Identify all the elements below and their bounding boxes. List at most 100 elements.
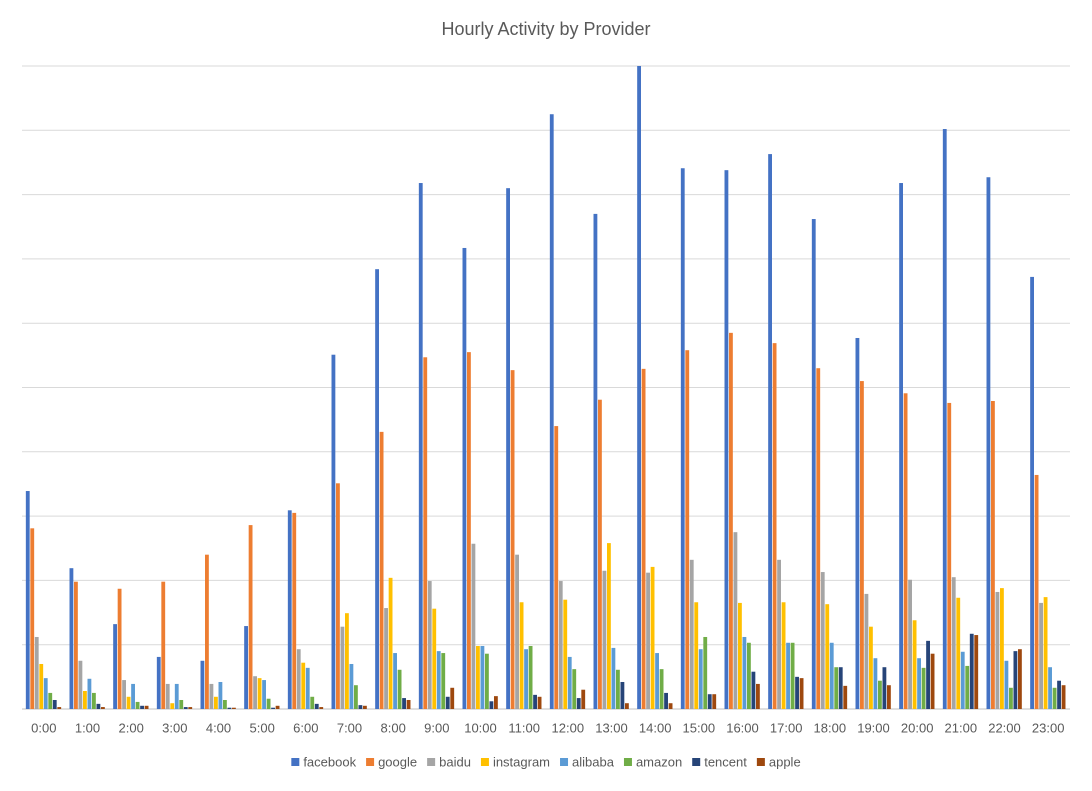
bar bbox=[467, 352, 471, 709]
bar bbox=[214, 696, 218, 709]
x-tick-label: 9:00 bbox=[424, 720, 449, 735]
bar bbox=[882, 667, 887, 709]
bar bbox=[746, 642, 751, 709]
bar bbox=[772, 343, 777, 709]
bar bbox=[519, 602, 524, 709]
bar bbox=[135, 701, 140, 709]
bar bbox=[183, 707, 188, 709]
bar bbox=[349, 663, 354, 709]
bar bbox=[480, 645, 485, 709]
bar bbox=[703, 636, 708, 709]
bar bbox=[506, 188, 510, 710]
bar bbox=[200, 660, 205, 709]
bar bbox=[965, 665, 970, 709]
bar bbox=[899, 183, 903, 709]
x-tick-label: 11:00 bbox=[508, 720, 540, 735]
bar bbox=[951, 577, 956, 709]
bar bbox=[1052, 687, 1057, 709]
bar bbox=[1000, 588, 1004, 709]
bar bbox=[641, 368, 646, 709]
bar bbox=[694, 602, 699, 709]
bar bbox=[729, 332, 733, 709]
bar bbox=[733, 532, 738, 709]
bar bbox=[724, 170, 729, 709]
bar bbox=[668, 703, 673, 709]
bar bbox=[549, 114, 554, 710]
bar bbox=[87, 678, 92, 709]
legend-label: tencent bbox=[704, 754, 747, 769]
legend-label: google bbox=[378, 754, 417, 769]
bar bbox=[384, 608, 388, 709]
bar bbox=[436, 651, 441, 709]
bar bbox=[362, 705, 367, 709]
bar bbox=[310, 696, 315, 709]
legend-label: facebook bbox=[303, 754, 356, 769]
bar bbox=[790, 642, 795, 709]
bar bbox=[811, 219, 816, 709]
bar bbox=[926, 640, 930, 709]
bar bbox=[1030, 276, 1034, 709]
bar bbox=[921, 667, 926, 709]
bar bbox=[275, 705, 280, 709]
x-tick-label: 2:00 bbox=[119, 720, 144, 735]
bar bbox=[418, 183, 423, 709]
x-tick-label: 14:00 bbox=[639, 720, 672, 735]
bar bbox=[969, 633, 974, 709]
bar bbox=[1008, 687, 1013, 709]
bar bbox=[1048, 667, 1052, 709]
bar bbox=[462, 247, 467, 709]
bar bbox=[607, 543, 611, 709]
bar bbox=[1017, 649, 1022, 709]
bar bbox=[331, 354, 336, 709]
bar bbox=[388, 577, 393, 709]
bar bbox=[353, 685, 358, 709]
bar bbox=[903, 393, 908, 709]
x-tick-label: 3:00 bbox=[162, 720, 187, 735]
bar bbox=[816, 368, 821, 709]
bar bbox=[620, 681, 625, 709]
x-tick-label: 19:00 bbox=[857, 720, 890, 735]
x-tick-label: 1:00 bbox=[75, 720, 100, 735]
x-tick-label: 10:00 bbox=[464, 720, 497, 735]
bar bbox=[305, 667, 310, 709]
bar bbox=[402, 698, 406, 709]
bar bbox=[227, 707, 232, 709]
bar bbox=[96, 703, 101, 709]
legend-label: alibaba bbox=[572, 754, 615, 769]
bar bbox=[572, 669, 577, 709]
x-tick-label: 16:00 bbox=[726, 720, 759, 735]
bar bbox=[956, 597, 961, 709]
bar bbox=[113, 624, 117, 709]
legend-label: apple bbox=[769, 754, 801, 769]
legend-swatch bbox=[366, 758, 375, 766]
bar bbox=[253, 676, 257, 709]
bar bbox=[533, 694, 537, 709]
bar bbox=[581, 689, 586, 709]
bar bbox=[680, 168, 685, 709]
bar bbox=[1043, 597, 1048, 709]
bar bbox=[292, 512, 297, 709]
bar bbox=[799, 678, 804, 709]
bar bbox=[524, 649, 528, 709]
bar bbox=[441, 653, 446, 709]
bar bbox=[222, 699, 227, 709]
bar bbox=[170, 703, 175, 709]
legend-swatch bbox=[623, 758, 632, 766]
bar bbox=[287, 510, 292, 709]
bar bbox=[860, 381, 864, 709]
x-tick-label: 23:00 bbox=[1032, 720, 1065, 735]
bar bbox=[624, 703, 629, 709]
bar bbox=[188, 707, 193, 709]
bar bbox=[777, 559, 781, 709]
bar bbox=[144, 705, 149, 709]
bar bbox=[991, 401, 995, 709]
bar bbox=[122, 680, 126, 709]
bar bbox=[358, 705, 363, 709]
bar bbox=[450, 687, 455, 709]
x-tick-label: 12:00 bbox=[552, 720, 585, 735]
bar bbox=[960, 651, 965, 709]
bar bbox=[209, 683, 214, 709]
bar bbox=[423, 357, 428, 709]
legend-label: amazon bbox=[636, 754, 682, 769]
bar bbox=[576, 698, 581, 709]
